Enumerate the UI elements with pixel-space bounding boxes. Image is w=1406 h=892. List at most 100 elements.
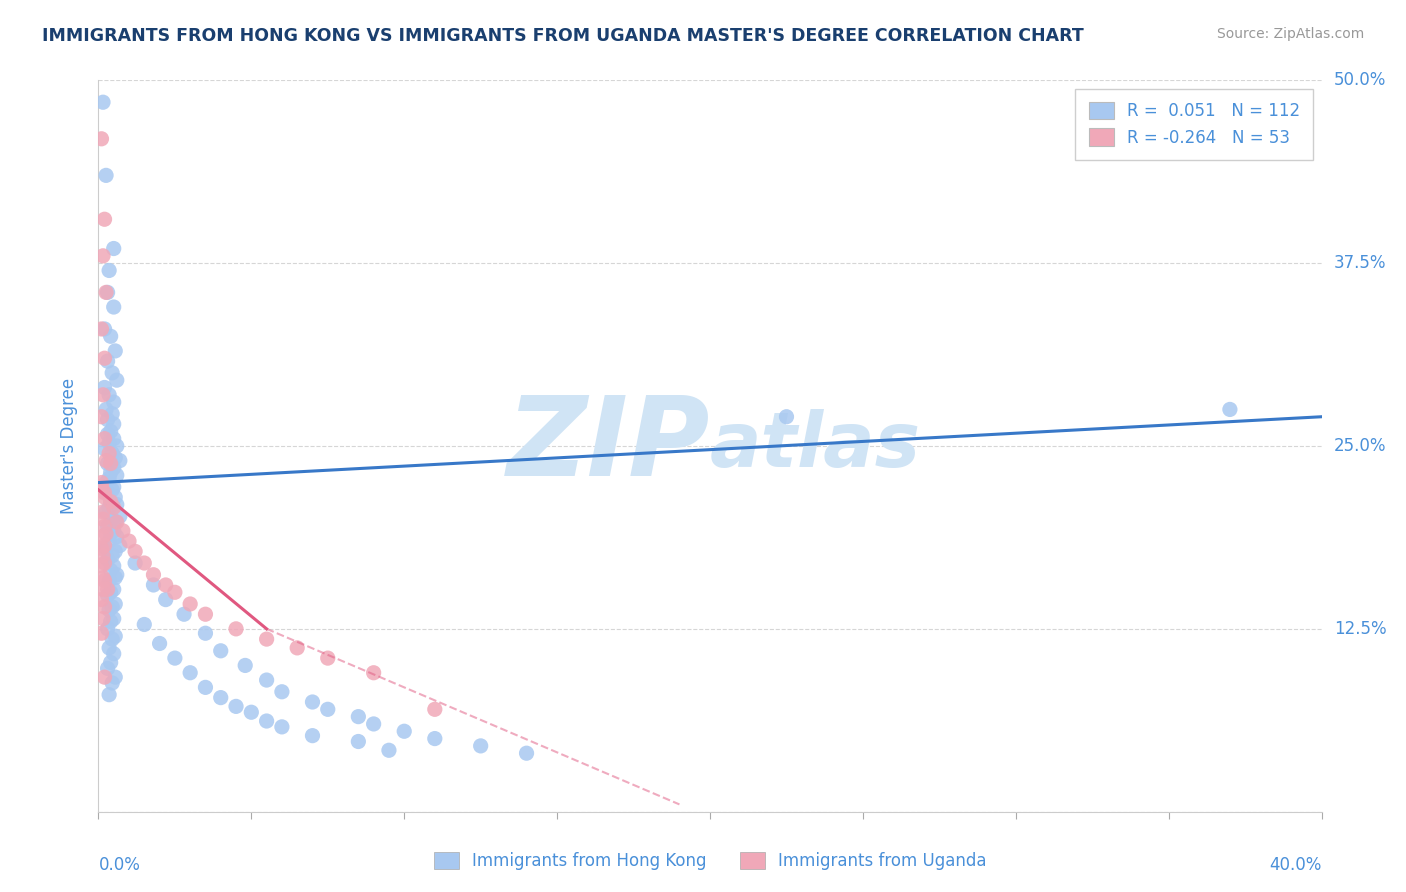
Point	[285, 640, 308, 655]
Point	[105, 567, 128, 582]
Point	[149, 636, 172, 650]
Point	[225, 699, 247, 714]
Point	[1219, 402, 1241, 417]
Point	[98, 500, 121, 515]
Y-axis label: Master's Degree: Master's Degree	[59, 378, 77, 514]
Point	[94, 285, 117, 300]
Text: 0.0%: 0.0%	[98, 855, 141, 873]
Point	[423, 731, 446, 746]
Point	[91, 571, 114, 585]
Point	[94, 505, 117, 519]
Point	[142, 567, 165, 582]
Point	[378, 743, 401, 757]
Point	[98, 388, 121, 402]
Point	[90, 592, 112, 607]
Point	[100, 494, 122, 508]
Point	[155, 578, 177, 592]
Point	[100, 466, 122, 480]
Point	[316, 651, 339, 665]
Point	[104, 515, 127, 529]
Point	[105, 498, 128, 512]
Point	[134, 617, 156, 632]
Point	[91, 505, 114, 519]
Point	[233, 658, 256, 673]
Point	[103, 300, 125, 314]
Point	[516, 746, 538, 760]
Point	[94, 526, 117, 541]
Point	[101, 632, 124, 646]
Point	[103, 432, 125, 446]
Point	[94, 402, 117, 417]
Point	[104, 343, 127, 358]
Point	[163, 585, 186, 599]
Point	[98, 446, 121, 460]
Point	[97, 519, 120, 533]
Point	[104, 544, 127, 558]
Point	[94, 475, 117, 490]
Point	[101, 366, 124, 380]
Point	[90, 480, 112, 494]
Point	[100, 526, 122, 541]
Point	[103, 647, 125, 661]
Point	[98, 534, 121, 549]
Point	[93, 442, 115, 456]
Point	[90, 626, 112, 640]
Point	[91, 582, 114, 597]
Point	[103, 612, 125, 626]
Point	[111, 524, 134, 538]
Point	[316, 702, 339, 716]
Point	[108, 453, 131, 467]
Point	[101, 446, 124, 460]
Point	[91, 549, 114, 563]
Point	[100, 457, 122, 471]
Point	[97, 412, 120, 426]
Point	[98, 574, 121, 588]
Point	[98, 263, 121, 277]
Point	[90, 541, 112, 556]
Point	[100, 494, 122, 508]
Point	[103, 417, 125, 431]
Point	[363, 717, 385, 731]
Point	[225, 622, 247, 636]
Point	[194, 681, 217, 695]
Point	[108, 509, 131, 524]
Point	[93, 519, 115, 533]
Point	[91, 512, 114, 526]
Text: 37.5%: 37.5%	[1334, 254, 1386, 272]
Point	[101, 407, 124, 421]
Point	[392, 724, 416, 739]
Point	[93, 574, 115, 588]
Point	[100, 585, 122, 599]
Point	[91, 612, 114, 626]
Point	[103, 582, 125, 597]
Point	[91, 95, 114, 110]
Point	[363, 665, 385, 680]
Point	[105, 439, 128, 453]
Point	[93, 556, 115, 570]
Point	[93, 212, 115, 227]
Point	[97, 485, 120, 500]
Text: 50.0%: 50.0%	[1334, 71, 1386, 89]
Point	[194, 607, 217, 622]
Point	[97, 661, 120, 675]
Point	[93, 485, 115, 500]
Point	[103, 395, 125, 409]
Point	[93, 670, 115, 684]
Point	[179, 597, 201, 611]
Point	[104, 597, 127, 611]
Point	[100, 656, 122, 670]
Point	[104, 490, 127, 504]
Point	[97, 285, 120, 300]
Point	[173, 607, 195, 622]
Point	[105, 373, 128, 387]
Point	[103, 558, 125, 573]
Point	[142, 578, 165, 592]
Point	[209, 644, 232, 658]
Text: IMMIGRANTS FROM HONG KONG VS IMMIGRANTS FROM UGANDA MASTER'S DEGREE CORRELATION : IMMIGRANTS FROM HONG KONG VS IMMIGRANTS …	[42, 27, 1084, 45]
Point	[100, 329, 122, 343]
Point	[104, 629, 127, 643]
Point	[98, 436, 121, 450]
Point	[256, 714, 278, 728]
Point	[93, 599, 115, 614]
Point	[470, 739, 492, 753]
